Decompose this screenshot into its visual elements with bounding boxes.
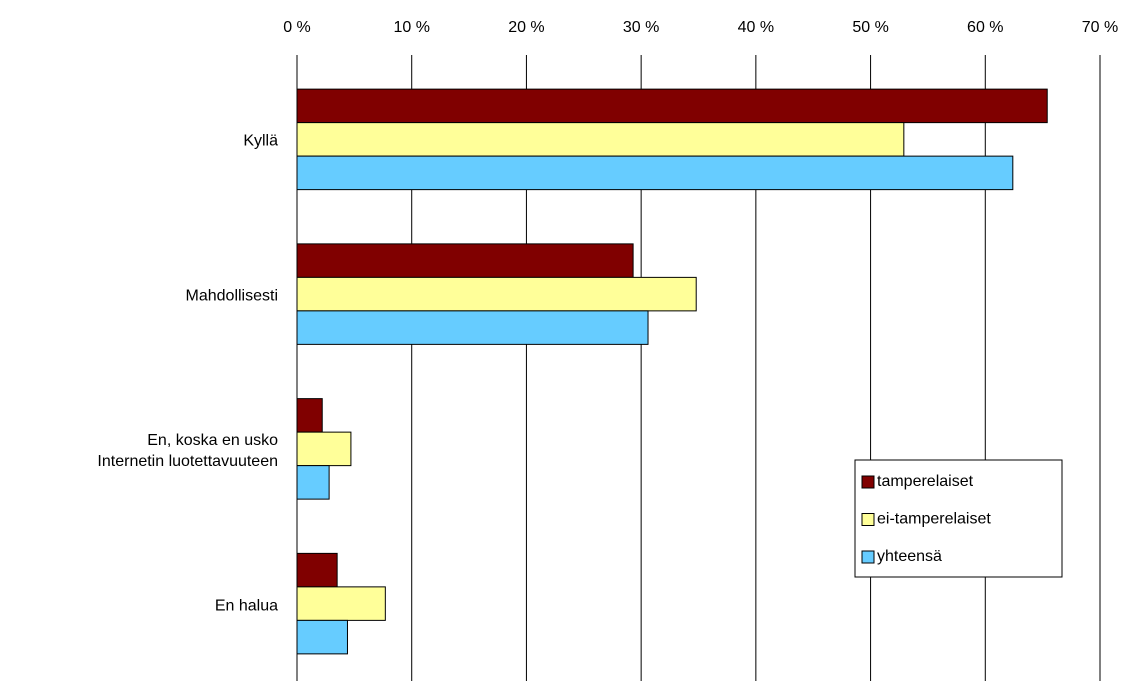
legend-label: tamperelaiset — [877, 473, 974, 490]
bar — [296, 431, 352, 467]
y-tick-label: Mahdollisesti — [185, 287, 278, 305]
legend-label: ei-tamperelaiset — [877, 511, 991, 528]
x-tick-label: 20 % — [508, 19, 544, 36]
bar — [296, 276, 697, 312]
x-tick-label: 40 % — [738, 19, 774, 36]
x-tick-label: 50 % — [852, 19, 888, 36]
legend-box — [854, 459, 1063, 578]
bar — [296, 310, 649, 345]
bar — [296, 155, 1014, 191]
x-tick-label: 60 % — [967, 19, 1003, 36]
x-tick-label: 30 % — [623, 19, 659, 36]
legend-swatch — [861, 475, 875, 489]
legend-swatch — [861, 550, 875, 564]
y-tick-label: En, koska en usko Internetin luotettavuu… — [97, 431, 278, 470]
x-tick-label: 70 % — [1082, 19, 1118, 36]
y-tick-label: En halua — [214, 597, 278, 615]
x-tick-label: 10 % — [393, 19, 429, 36]
legend-swatch — [861, 513, 875, 526]
y-tick-label: Kyllä — [243, 132, 278, 150]
bar — [296, 619, 348, 655]
bar — [296, 465, 330, 500]
bar — [296, 243, 634, 278]
bar — [296, 552, 338, 588]
legend-label: yhteensä — [877, 548, 942, 565]
bar — [296, 398, 323, 433]
bar — [296, 586, 386, 621]
bar — [296, 88, 1048, 124]
x-tick-label: 0 % — [283, 19, 311, 36]
bar — [296, 122, 905, 157]
